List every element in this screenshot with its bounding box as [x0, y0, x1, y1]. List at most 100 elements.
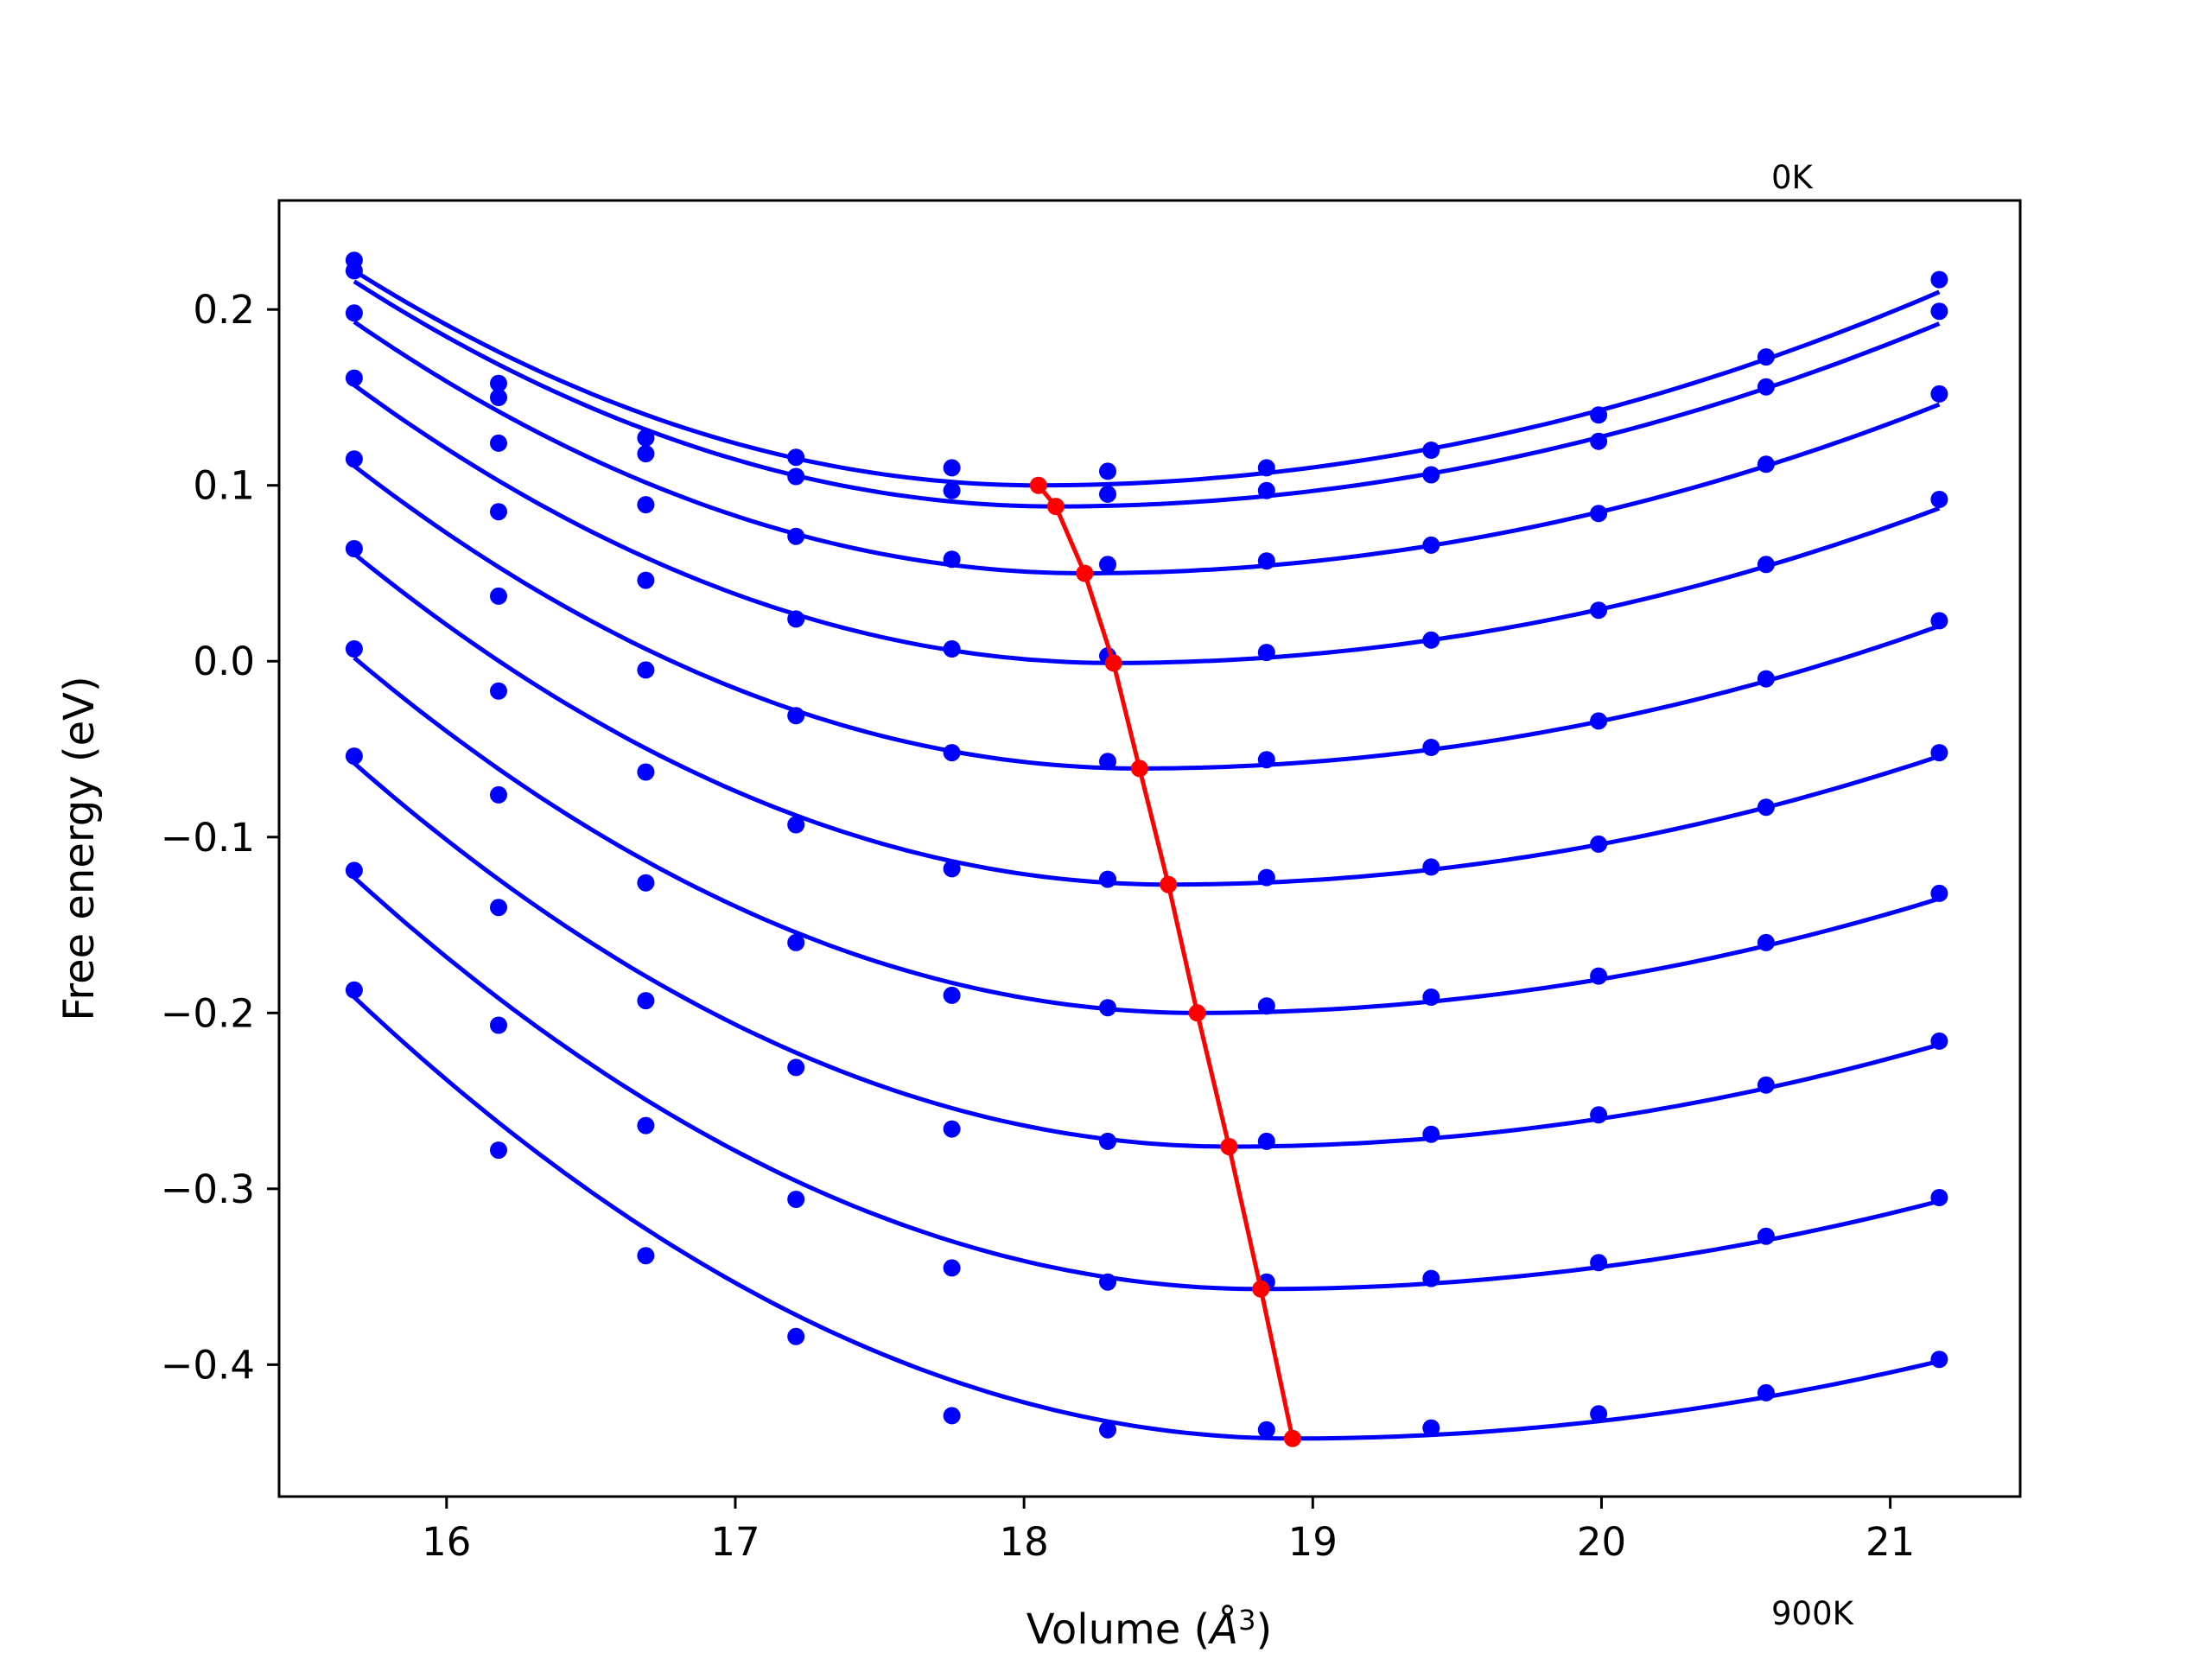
data-point [1257, 997, 1275, 1015]
data-point [1590, 835, 1608, 853]
y-tick-label: 0.1 [193, 463, 255, 509]
data-point [1099, 485, 1116, 503]
data-point [943, 860, 961, 878]
minimum-trend-line [1036, 484, 1295, 1440]
data-point [1930, 302, 1948, 321]
minimum-point [1104, 654, 1122, 672]
data-point [345, 262, 363, 280]
data-point [637, 1247, 655, 1265]
data-point [1757, 348, 1775, 366]
y-tick-label: −0.2 [161, 990, 255, 1036]
data-point [1757, 455, 1775, 474]
minimum-point [1076, 564, 1094, 582]
fit-curve-7 [353, 656, 1941, 1015]
data-point [637, 1116, 655, 1135]
y-tick-label: −0.4 [161, 1342, 255, 1388]
fit-curve-6 [353, 552, 1941, 887]
data-point [490, 1016, 507, 1034]
data-point [345, 747, 363, 766]
data-point [1930, 612, 1948, 630]
data-point [1257, 481, 1275, 499]
data-point [1930, 884, 1948, 902]
data-point [1257, 1132, 1275, 1150]
data-point [1590, 967, 1608, 985]
x-tick-label: 18 [1000, 1519, 1049, 1565]
data-point [1099, 556, 1116, 574]
y-tick-label: −0.1 [161, 815, 255, 861]
data-point [787, 1191, 805, 1208]
data-point [490, 899, 507, 917]
data-point [787, 1058, 805, 1077]
data-point [490, 587, 507, 605]
data-point [787, 933, 805, 951]
data-point [943, 986, 961, 1004]
data-point [1590, 505, 1608, 523]
minimum-point [1220, 1138, 1238, 1155]
data-point [1257, 751, 1275, 769]
data-point [787, 610, 805, 628]
data-point [637, 496, 655, 514]
data-point [787, 527, 805, 545]
data-point [1930, 270, 1948, 289]
data-point [1757, 1383, 1775, 1402]
data-point [345, 450, 363, 468]
data-point [943, 481, 961, 499]
data-point [1590, 1106, 1608, 1124]
data-point [787, 816, 805, 834]
data-point [1099, 999, 1116, 1017]
data-point [1590, 432, 1608, 450]
data-point [1590, 1254, 1608, 1272]
data-point [1930, 1351, 1948, 1369]
data-point [637, 763, 655, 781]
data-point [1757, 670, 1775, 688]
data-point [1099, 870, 1116, 888]
data-point [637, 874, 655, 892]
minimum-point [1252, 1280, 1270, 1298]
data-point [1757, 933, 1775, 951]
data-point [787, 707, 805, 725]
data-point [1099, 1421, 1116, 1439]
data-point [345, 540, 363, 557]
data-point [943, 1259, 961, 1277]
fit-curve-2 [353, 279, 1941, 509]
data-point [345, 304, 363, 322]
data-point [943, 459, 961, 477]
x-tick-label: 20 [1577, 1519, 1626, 1565]
data-point [1757, 378, 1775, 396]
y-tick-label: 0.2 [193, 287, 255, 333]
data-point [1257, 459, 1275, 477]
data-point [1422, 536, 1440, 554]
data-point [943, 1407, 961, 1425]
y-tick-label: 0.0 [193, 639, 255, 684]
data-point [345, 369, 363, 387]
data-point [1257, 868, 1275, 887]
data-point [1930, 1189, 1948, 1206]
data-point [1099, 462, 1116, 480]
data-points [345, 251, 1948, 1439]
data-point [637, 445, 655, 463]
minimum-point [1160, 875, 1178, 893]
data-point [345, 640, 363, 658]
minimum-point [1046, 498, 1065, 516]
minimum-point [1029, 476, 1047, 494]
data-point [490, 389, 507, 406]
data-point [490, 503, 507, 521]
data-point [1099, 753, 1116, 771]
data-point [490, 785, 507, 804]
data-point [490, 1141, 507, 1160]
data-point [1757, 556, 1775, 574]
data-point [490, 682, 507, 700]
x-tick-label: 17 [710, 1519, 760, 1565]
data-point [1422, 1269, 1440, 1287]
minimum-point [1130, 760, 1148, 778]
fit-curve-4 [353, 383, 1941, 665]
data-point [1590, 406, 1608, 424]
data-point [1590, 1405, 1608, 1423]
annotation-900k: 900K [1771, 1595, 1855, 1632]
data-point [1590, 712, 1608, 730]
y-axis-ticks: 0.2 0.1 0.0 −0.1 −0.2 −0.3 −0.4 [161, 287, 279, 1388]
data-point [1930, 1032, 1948, 1050]
data-point [943, 1120, 961, 1138]
data-point [637, 992, 655, 1010]
fit-curve-10 [353, 995, 1940, 1441]
